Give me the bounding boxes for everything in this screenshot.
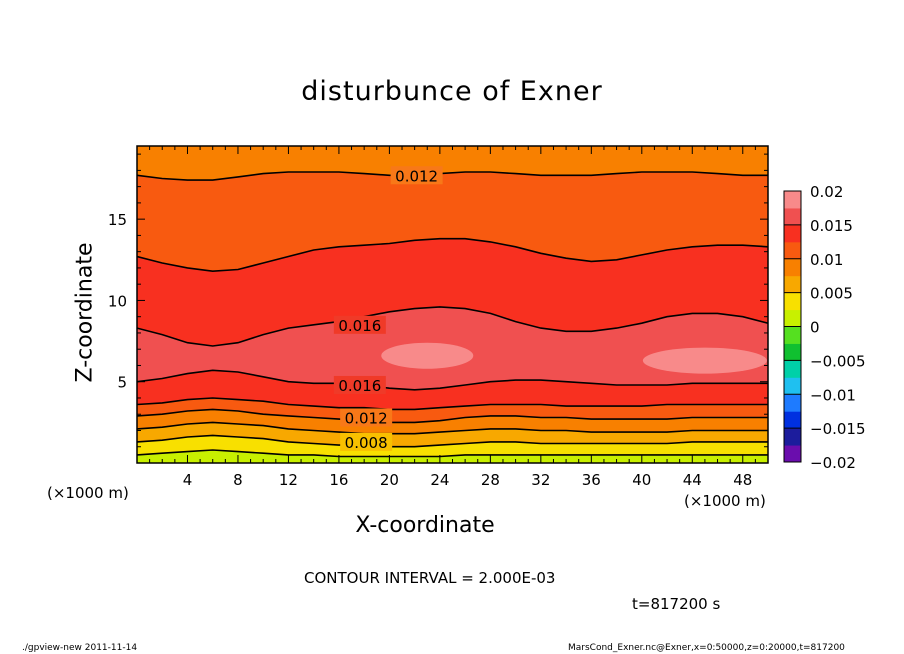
y-axis-ticks: 5 10 15 <box>108 153 768 448</box>
contour-line <box>137 449 768 458</box>
x-unit-label: (×1000 m) <box>684 492 766 510</box>
colorbar: 0.02 0.015 0.01 0.005 0 −0.005 −0.01 −0.015 −0.0… <box>783 183 866 472</box>
colorbar-tick-label: −0.02 <box>810 454 856 472</box>
contour-line <box>137 237 768 273</box>
chart-title: disturbunce of Exner <box>301 76 603 107</box>
colorbar-segment <box>784 207 801 226</box>
y-tick-label: 5 <box>117 374 127 392</box>
contour-interval-note: CONTOUR INTERVAL = 2.000E-03 <box>304 569 556 587</box>
x-tick-label: 4 <box>183 471 193 489</box>
colorbar-tick-label: 0.01 <box>810 251 843 269</box>
time-label: t=817200 s <box>632 595 721 613</box>
colorbar-tick-label: −0.015 <box>810 420 866 438</box>
contour-line <box>137 369 768 391</box>
footer-left: ./gpview-new 2011-11-14 <box>22 643 138 653</box>
y-axis-label: Z-coordinate <box>72 242 98 383</box>
x-tick-label: 8 <box>233 471 243 489</box>
filled-contour-bands <box>137 146 768 463</box>
contour-line <box>137 434 768 448</box>
y-tick-label: 10 <box>108 292 127 310</box>
colorbar-segment <box>784 292 801 311</box>
contour-label-bg <box>333 315 386 334</box>
contour-label: 0.012 <box>345 409 388 427</box>
x-tick-label: 20 <box>380 471 399 489</box>
colorbar-tick-label: 0 <box>810 319 820 337</box>
contour-label-bg <box>340 408 393 427</box>
colorbar-segment <box>784 191 801 209</box>
colorbar-segment <box>784 275 801 294</box>
contour-label: 0.012 <box>395 167 438 185</box>
colorbar-tick-label: 0.005 <box>810 285 853 303</box>
colorbar-segment <box>784 360 801 378</box>
contour-line <box>137 306 768 347</box>
colorbar-segment <box>784 241 801 260</box>
x-tick-label: 12 <box>279 471 298 489</box>
colorbar-tick-label: 0.015 <box>810 217 853 235</box>
contour-label-bg <box>333 375 386 394</box>
colorbar-segment <box>784 445 801 463</box>
contour-line <box>137 421 768 435</box>
contour-lines <box>137 171 768 458</box>
contour-line <box>137 171 768 181</box>
colorbar-tick-label: −0.005 <box>810 352 866 370</box>
colorbar-tick-label: −0.01 <box>810 386 856 404</box>
contour-label: 0.008 <box>345 434 388 452</box>
colorbar-segment <box>784 377 801 395</box>
contour-band-peak <box>381 342 474 369</box>
x-tick-label: 36 <box>582 471 601 489</box>
x-tick-label: 48 <box>733 471 752 489</box>
contour-label: 0.016 <box>338 317 381 335</box>
x-tick-label: 24 <box>430 471 449 489</box>
y-tick-label: 15 <box>108 211 127 229</box>
contour-label-bg <box>390 166 443 185</box>
colorbar-tick-label: 0.02 <box>810 183 843 201</box>
colorbar-segment <box>784 258 801 277</box>
contour-line <box>137 397 768 411</box>
x-tick-label: 32 <box>531 471 550 489</box>
x-tick-label: 44 <box>683 471 702 489</box>
y-unit-label: (×1000 m) <box>47 484 129 502</box>
x-tick-label: 16 <box>329 471 348 489</box>
contour-label: 0.016 <box>338 377 381 395</box>
contour-label-bg <box>340 432 393 451</box>
contour-band-peak <box>642 347 767 374</box>
contour-labels: 0.012 0.016 0.016 0.012 0.008 <box>333 166 443 452</box>
footer-right: MarsCond_Exner.nc@Exner,x=0:50000,z=0:20… <box>568 643 845 653</box>
colorbar-segment <box>784 343 801 361</box>
colorbar-segment <box>784 309 801 327</box>
x-axis-label: X-coordinate <box>355 513 495 538</box>
contour-line <box>137 408 768 424</box>
colorbar-segment <box>784 394 801 412</box>
colorbar-segment <box>784 428 801 446</box>
x-tick-label: 28 <box>481 471 500 489</box>
x-tick-label: 40 <box>632 471 651 489</box>
colorbar-segment <box>784 411 801 429</box>
colorbar-segment <box>784 326 801 344</box>
colorbar-segment <box>784 224 801 243</box>
x-axis-ticks: 4 8 12 16 20 24 28 32 36 40 44 48 <box>149 146 756 489</box>
